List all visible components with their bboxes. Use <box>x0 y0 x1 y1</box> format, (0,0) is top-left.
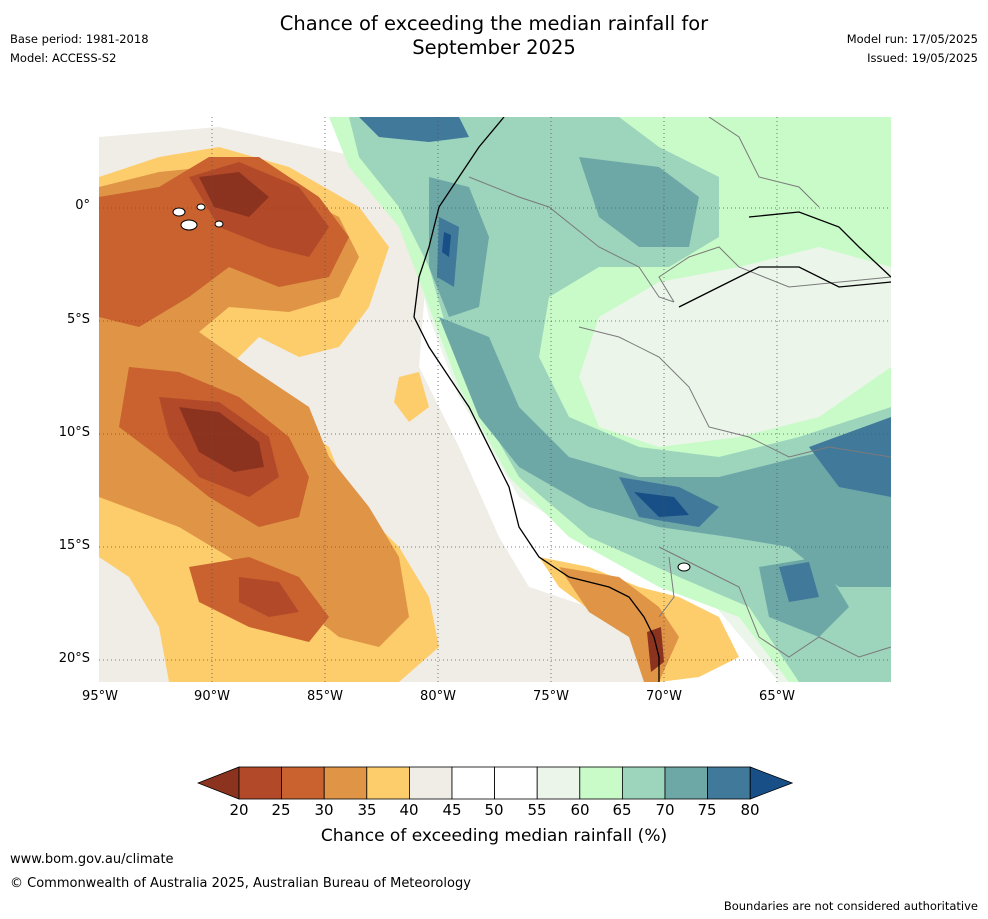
model-name: Model: ACCESS-S2 <box>10 51 117 65</box>
colorbar-label-60: 60 <box>570 801 590 819</box>
lon-tick-70w: 70°W <box>646 689 682 704</box>
base-period: Base period: 1981-2018 <box>10 32 149 46</box>
colorbar-cell-35-40 <box>366 766 410 800</box>
colorbar-label-30: 30 <box>314 801 334 819</box>
lon-tick-95w: 95°W <box>82 689 118 704</box>
website-link[interactable]: www.bom.gov.au/climate <box>10 852 174 867</box>
lon-tick-65w: 65°W <box>759 689 795 704</box>
colorbar <box>197 766 793 800</box>
colorbar-cell-25-30 <box>281 766 325 800</box>
coastline <box>413 117 891 682</box>
colorbar-extend-high <box>749 766 793 800</box>
map-title: Chance of exceeding the median rainfall … <box>0 12 988 60</box>
colorbar-title: Chance of exceeding median rainfall (%) <box>320 826 668 846</box>
boundaries-disclaimer: Boundaries are not considered authoritat… <box>723 899 978 913</box>
colorbar-label-55: 55 <box>527 801 547 819</box>
lon-tick-75w: 75°W <box>533 689 569 704</box>
region-above-80-west <box>442 232 451 257</box>
colorbar-extend-low <box>197 766 240 800</box>
lon-tick-85w: 85°W <box>307 689 343 704</box>
colorbar-label-45: 45 <box>442 801 462 819</box>
region-30-35-south <box>559 567 679 682</box>
lat-tick-0: 0° <box>75 198 90 213</box>
region-75-80-north <box>359 117 469 142</box>
colorbar-cell-75-80 <box>707 766 751 800</box>
colorbar-cell-40-45 <box>408 766 453 800</box>
colorbar-label-75: 75 <box>697 801 717 819</box>
colorbar-label-65: 65 <box>612 801 632 819</box>
title-line-2: September 2025 <box>412 36 576 59</box>
map-canvas <box>99 117 891 682</box>
lake-titicaca <box>677 562 691 572</box>
colorbar-cell-45-50 <box>451 766 495 800</box>
rainfall-map <box>99 117 891 682</box>
region-70-75-central <box>439 317 891 587</box>
colorbar-label-80: 80 <box>740 801 760 819</box>
galapagos-islands <box>172 203 224 231</box>
lat-tick-5s: 5°S <box>66 312 90 327</box>
country-borders <box>468 117 891 658</box>
colorbar-cell-30-35 <box>323 766 368 800</box>
colorbar-cell-65-70 <box>621 766 666 800</box>
region-20-25-south <box>239 577 299 617</box>
colorbar-cell-55-60 <box>536 766 581 800</box>
lat-tick-20s: 20°S <box>58 651 90 666</box>
colorbar-label-25: 25 <box>271 801 291 819</box>
lat-tick-10s: 10°S <box>58 425 90 440</box>
region-below-20 <box>199 172 269 217</box>
lon-tick-90w: 90°W <box>194 689 230 704</box>
run-info: Model run: 17/05/2025 Issued: 19/05/2025 <box>847 30 978 68</box>
colorbar-cell-60-65 <box>579 766 623 800</box>
gridlines <box>99 117 891 682</box>
colorbar-label-20: 20 <box>229 801 249 819</box>
model-run: Model run: 17/05/2025 <box>846 32 978 46</box>
title-line-1: Chance of exceeding the median rainfall … <box>279 12 709 35</box>
model-info: Base period: 1981-2018 Model: ACCESS-S2 <box>10 30 149 68</box>
region-above-80 <box>634 492 689 517</box>
region-70-75-west <box>429 177 489 317</box>
colorbar-cell-70-75 <box>664 766 708 800</box>
lat-tick-15s: 15°S <box>58 538 90 553</box>
region-70-75-north <box>579 157 699 247</box>
region-75-80-south <box>779 562 819 602</box>
region-below-20-coast <box>647 627 664 672</box>
issued-date: Issued: 19/05/2025 <box>867 51 978 65</box>
colorbar-cell-50-55 <box>494 766 538 800</box>
colorbar-label-50: 50 <box>484 801 504 819</box>
region-75-80-east <box>809 417 891 497</box>
region-below-20-mid <box>179 407 264 472</box>
copyright-text: © Commonwealth of Australia 2025, Austra… <box>10 876 471 891</box>
colorbar-label-40: 40 <box>399 801 419 819</box>
colorbar-cell-20-25 <box>238 766 282 800</box>
colorbar-label-35: 35 <box>357 801 377 819</box>
colorbar-label-70: 70 <box>655 801 675 819</box>
region-35-40-coast <box>394 372 429 422</box>
lon-tick-80w: 80°W <box>420 689 456 704</box>
